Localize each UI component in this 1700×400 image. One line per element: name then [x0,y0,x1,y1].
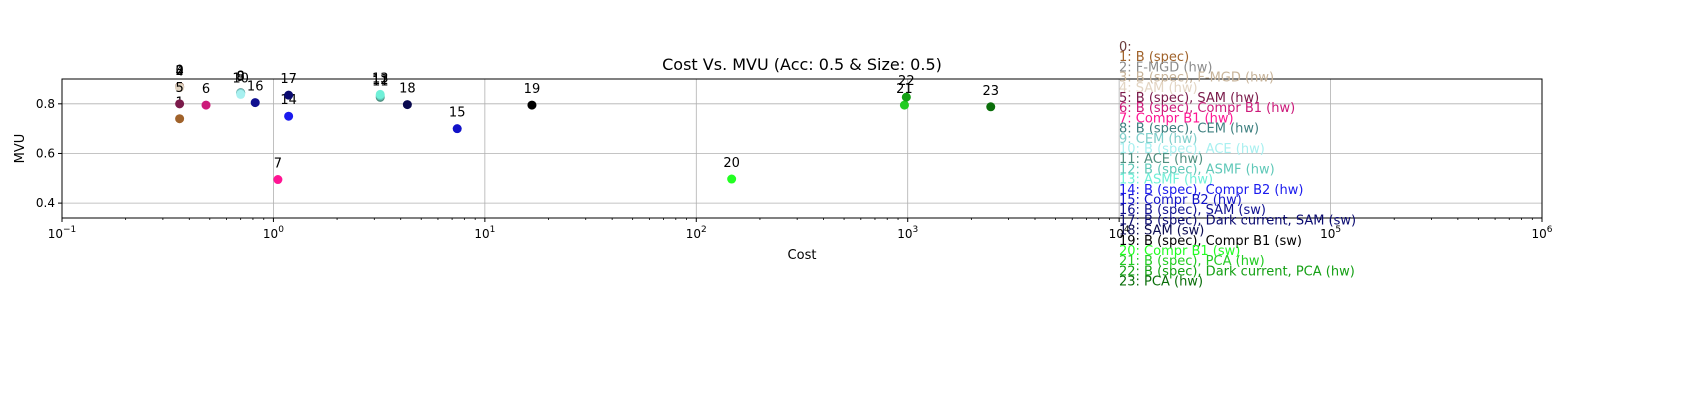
x-tick-label: 101 [474,225,495,241]
legend-entry: 10: B (spec), ACE (hw) [1119,142,1265,157]
point-label-7: 7 [274,157,282,172]
point-label-10: 10 [232,71,249,86]
data-point-4 [175,83,185,93]
point-label-22: 22 [898,74,915,89]
legend-entry: 0: [1119,40,1132,55]
legend-entry: 20: Compr B1 (sw) [1119,244,1240,259]
data-point-13 [375,89,385,99]
x-tick-label: 106 [1531,225,1552,241]
point-label-5: 5 [175,81,183,96]
point-label-15: 15 [449,106,466,121]
legend-entry: 5: B (spec), SAM (hw) [1119,91,1259,106]
data-point-14 [284,111,294,121]
legend-entry: 6: B (spec), Compr B1 (hw) [1119,101,1295,116]
point-label-9: 9 [237,70,245,85]
tick-layer: 10−1 100 101 102 103 104 105 106 0.4 0.6 0.8 [36,97,1553,241]
point-label-18: 18 [399,82,416,97]
point-label-23: 23 [982,84,999,99]
data-point-16 [250,98,260,108]
legend-entry: 17: B (spec), Dark current, SAM (sw) [1119,213,1356,228]
data-point-6 [201,100,211,110]
data-point-19 [527,100,537,110]
data-point-23 [986,102,996,112]
point-label-3: 3 [175,64,183,79]
data-point-17 [284,90,294,100]
point-label-8: 8 [237,70,245,85]
x-axis-title: Cost [788,248,817,263]
legend-entry: 15: Compr B2 (hw) [1119,193,1242,208]
legend-entry: 22: B (spec), Dark current, PCA (hw) [1119,264,1355,279]
point-label-16: 16 [247,80,264,95]
legend-entry: 16: B (spec), SAM (sw) [1119,203,1266,218]
point-label-17: 17 [280,72,297,87]
data-point-7 [273,175,283,185]
point-label-20: 20 [723,156,740,171]
legend-entry: 13: ASMF (hw) [1119,173,1213,188]
data-point-1 [175,114,185,124]
x-tick-label: 102 [686,225,707,241]
y-tick-label: 0.4 [36,196,55,210]
chart-title: Cost Vs. MVU (Acc: 0.5 & Size: 0.5) [662,55,942,74]
legend-entry: 3: B (spec), F-MGD (hw) [1119,71,1274,86]
legend-entry: 14: B (spec), Compr B2 (hw) [1119,183,1303,198]
point-label-6: 6 [202,82,210,97]
y-tick-label: 0.6 [36,146,55,160]
x-tick-label: 10−1 [48,225,77,241]
point-label-0: 0 [175,63,183,78]
legend-entry: 18: SAM (sw) [1119,224,1204,239]
point-label-13: 13 [372,71,389,86]
legend-entry: 4: SAM (hw) [1119,81,1198,96]
legend-entry: 12: B (spec), ASMF (hw) [1119,162,1275,177]
point-label-4: 4 [175,65,183,80]
point-label-11: 11 [372,74,389,89]
point-label-2: 2 [175,64,183,79]
data-point-10 [236,89,246,99]
legend-entry: 7: Compr B1 (hw) [1119,111,1234,126]
legend: 0:1: B (spec)2: F-MGD (hw)3: B (spec), F… [1119,40,1356,290]
plot-frame [61,78,1543,219]
grid-layer [61,79,1543,218]
data-point-22 [901,92,911,102]
y-tick-label: 0.8 [36,97,55,111]
data-point-20 [727,174,737,184]
point-label-19: 19 [524,82,541,97]
legend-entry: 11: ACE (hw) [1119,152,1203,167]
legend-entry: 9: CEM (hw) [1119,132,1197,147]
data-point-21 [899,100,909,110]
legend-entry: 21: B (spec), PCA (hw) [1119,254,1265,269]
legend-entry: 19: B (spec), Compr B1 (sw) [1119,234,1302,249]
legend-entry: 23: PCA (hw) [1119,275,1203,290]
x-tick-label: 105 [1320,225,1341,241]
data-point-18 [402,100,412,110]
point-label-14: 14 [280,93,297,108]
x-tick-label: 104 [1109,225,1130,241]
legend-entry: 8: B (spec), CEM (hw) [1119,122,1259,137]
data-point-5 [175,99,185,109]
x-tick-label: 103 [897,225,918,241]
point-label-12: 12 [372,73,389,88]
legend-entry: 2: F-MGD (hw) [1119,60,1212,75]
legend-entry: 1: B (spec) [1119,50,1189,65]
y-axis-title: MVU [13,134,28,164]
point-layer: 01234567891011121314151617181920212223 [175,63,999,185]
data-point-15 [452,124,462,134]
x-tick-label: 100 [263,225,284,241]
